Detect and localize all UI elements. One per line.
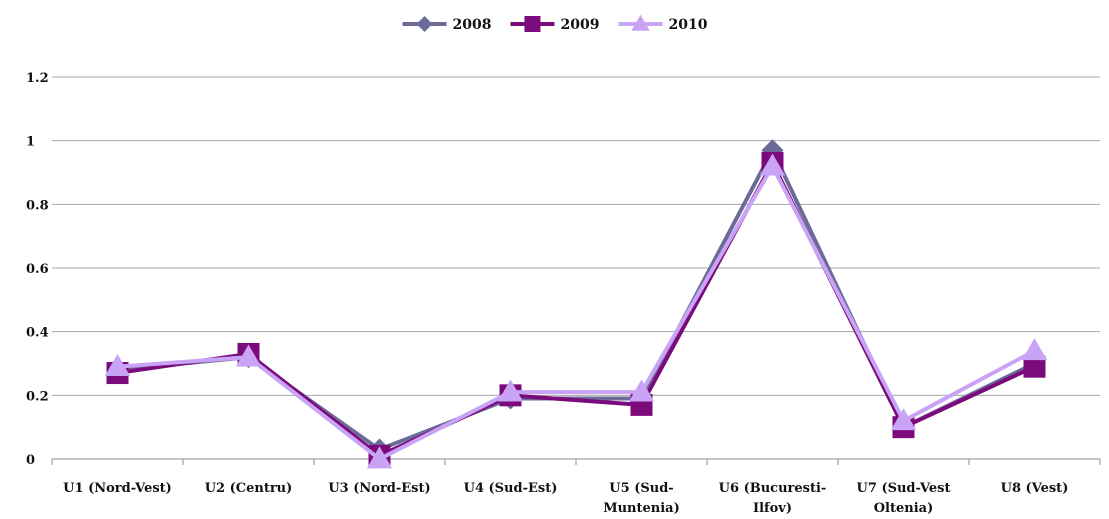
y-tick-label: 1.2: [26, 71, 49, 86]
y-tick-label: 0.4: [26, 326, 49, 341]
legend-label: 2010: [669, 17, 708, 33]
legend-label: 2009: [561, 17, 600, 33]
legend-label: 2008: [453, 17, 492, 33]
data-point-square: [525, 16, 541, 32]
series-lines: [105, 139, 1047, 468]
series-2010: [105, 153, 1047, 468]
x-tick-label: U6 (Bucuresti-Ilfov): [719, 481, 827, 516]
legend-item-2008: 2008: [403, 16, 492, 33]
x-tick-label: U5 (Sud-Muntenia): [603, 481, 680, 516]
legend-item-2009: 2009: [511, 16, 600, 33]
x-tick-label: U4 (Sud-Est): [464, 481, 558, 496]
x-tick-label: U8 (Vest): [1001, 481, 1069, 496]
y-tick-label: 0.8: [26, 198, 49, 213]
legend-item-2010: 2010: [619, 15, 708, 33]
grid-lines: [52, 77, 1100, 395]
axes: 0 0.2 0.4 0.6 0.8 1 1.2 U1 (Nord-Vest) U2 (Centr…: [26, 71, 1100, 516]
legend: 2008 2009 2010: [403, 15, 708, 33]
x-tick-label: U2 (Centru): [205, 481, 293, 496]
y-tick-label: 1: [26, 135, 35, 150]
data-point-triangle: [1022, 338, 1047, 360]
x-tick-label: U3 (Nord-Est): [328, 481, 430, 496]
y-tick-label: 0.6: [26, 262, 49, 277]
x-tick-label: U7 (Sud-Vest Oltenia): [857, 481, 951, 516]
y-tick-label: 0: [26, 453, 35, 468]
x-tick-label: U1 (Nord-Vest): [63, 481, 172, 496]
data-point-diamond: [417, 16, 433, 32]
y-tick-label: 0.2: [26, 389, 49, 404]
